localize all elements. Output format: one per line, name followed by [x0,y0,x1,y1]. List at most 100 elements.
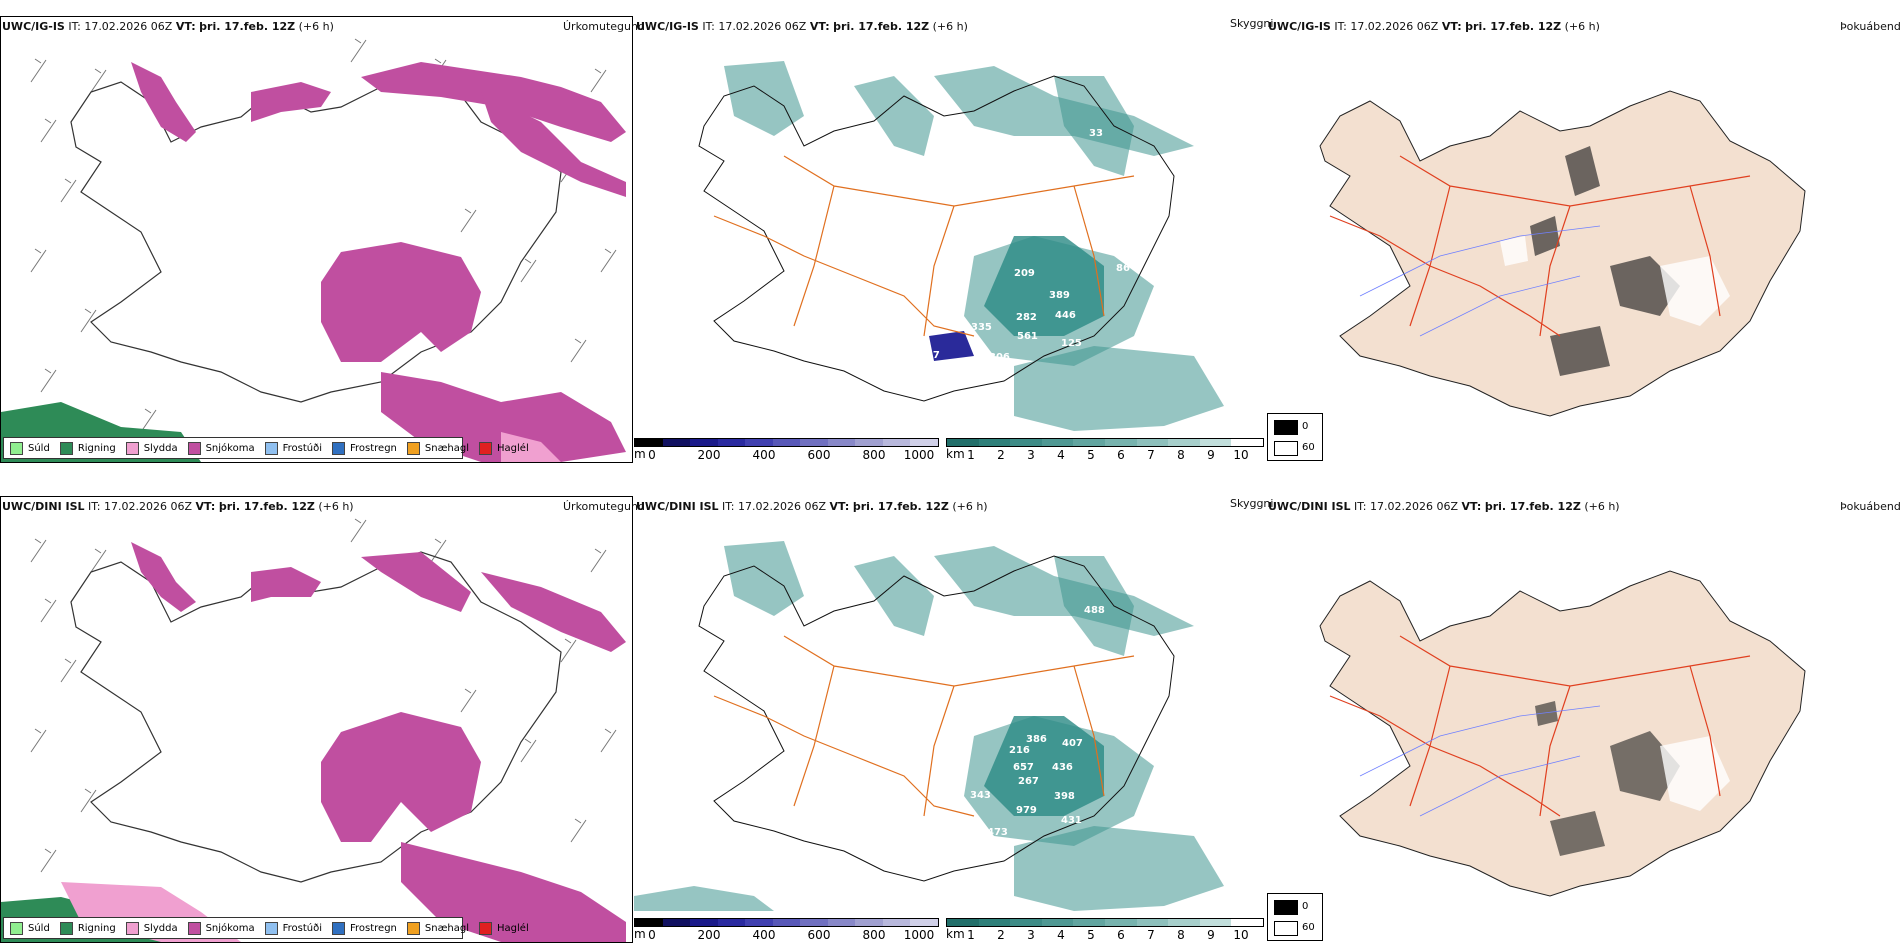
legend-swatch-freezing-drizzle [264,441,278,455]
init-time: IT: 17.02.2026 06Z [1334,20,1439,33]
legend-label: Frostúði [282,442,322,454]
legend-label: Rigning [77,922,116,934]
precip-type-title-2: Úrkomutegund [563,500,645,513]
vis-tick: 10 [1233,448,1249,462]
model-name: UWC/IG-IS [636,20,699,33]
precip-header-2: UWC/DINI ISL IT: 17.02.2026 06Z VT: þri.… [2,500,354,513]
vis-tick: 6 [1117,928,1125,942]
legend-swatch-snow [187,921,201,935]
vis-label: 657 [1013,762,1034,773]
lead-time: (+6 h) [932,20,968,33]
vis-label: 561 [1017,331,1038,342]
vis-colorbar-scale [946,918,1264,927]
vis-tick: 3 [1027,928,1035,942]
init-time: IT: 17.02.2026 06Z [702,20,807,33]
height-tick: 400 [752,448,776,462]
height-tick: 1000 [903,928,935,942]
legend-swatch-rain [59,441,73,455]
height-tick: 600 [807,928,831,942]
vis-tick: 8 [1177,928,1185,942]
vis-tick: 10 [1233,928,1249,942]
vis-label: 398 [1054,791,1075,802]
fog-legend-label: 60 [1302,922,1315,933]
vis-label: 33 [1089,128,1103,139]
vis-label: 431 [1061,815,1082,826]
vis-label: 369 [959,185,980,196]
legend-label: Haglél [497,922,529,934]
vis-label: 306 [989,352,1010,363]
vt-label: VT: [829,500,850,513]
height-tick: 200 [697,928,721,942]
vis-tick: 2 [997,448,1005,462]
legend-swatch-graupel [406,921,420,935]
legend-swatch-hail [479,441,493,455]
legend-swatch-freezing-rain [332,441,345,455]
watershed-lines [1359,225,1601,337]
legend-item: Snjókoma [187,441,255,455]
legend-label: Frostregn [350,922,397,934]
init-time: IT: 17.02.2026 06Z [88,500,193,513]
vt-label: VT: [1441,20,1462,33]
legend-swatch-rain [59,921,73,935]
cloud-type-title-2: Skyggni [1230,497,1274,510]
vis-tick: 9 [1207,928,1215,942]
vis-label: 386 [1026,734,1047,745]
fog-legend-label: 0 [1302,421,1309,432]
height-tick: 0 [648,448,656,462]
vis-label: 467 [919,350,940,361]
cloud-map-2: 488 303 56 386 407 216 657 436 267 343 3… [634,541,1224,911]
model-name: UWC/IG-IS [2,20,65,33]
vis-label: 303 [957,665,978,676]
valid-time: þri. 17.feb. 12Z [199,20,296,33]
vis-tick: 1 [967,928,975,942]
init-time: IT: 17.02.2026 06Z [1354,500,1459,513]
precip-map-frame-1 [0,16,633,463]
cloud-header-2: UWC/DINI ISL IT: 17.02.2026 06Z VT: þri.… [636,500,988,513]
legend-label: Rigning [77,442,116,454]
vis-colorbar-2: km 1 2 3 4 5 6 7 8 9 10 [946,918,1264,942]
legend-label: Snjókoma [205,922,255,934]
vis-colorbar-scale [946,438,1264,447]
cloud-areas [634,541,1224,911]
legend-item: Haglél [479,441,529,455]
legend-label: Frostregn [350,442,397,454]
init-time: IT: 17.02.2026 06Z [722,500,827,513]
height-unit: m [634,447,646,461]
fog-dark-areas [1530,146,1680,376]
vt-label: VT: [1461,500,1482,513]
vis-tick: 7 [1147,448,1155,462]
vis-tick: 7 [1147,928,1155,942]
init-time: IT: 17.02.2026 06Z [68,20,173,33]
vis-label: 267 [1018,776,1039,787]
coastline [698,555,1175,882]
fog-type-title-2: Þokuábendi [1840,500,1900,513]
height-colorbar-scale [634,438,939,447]
fog-legend-label: 60 [1302,442,1315,453]
snow-areas [131,62,626,462]
legend-item: Frostúði [264,441,322,455]
fog-swatch-black [1274,900,1298,915]
height-tick: 400 [752,928,776,942]
vis-labels: 488 303 56 386 407 216 657 436 267 343 3… [906,605,1105,839]
fog-header-2: UWC/DINI ISL IT: 17.02.2026 06Z VT: þri.… [1268,500,1620,513]
lead-time: (+6 h) [298,20,334,33]
legend-label: Snæhagl [424,442,470,454]
vis-tick: 4 [1057,448,1065,462]
fog-light-areas [1660,736,1730,811]
model-name: UWC/DINI ISL [2,500,85,513]
vis-label: 335 [971,322,992,333]
legend-swatch-freezing-rain [332,921,345,935]
height-tick: 0 [648,928,656,942]
vis-label: 86 [1116,263,1130,274]
valid-time: þri. 17.feb. 12Z [833,20,930,33]
legend-item: Frostregn [332,921,397,935]
legend-item: Haglél [479,921,529,935]
precip-map-1 [1,38,626,462]
legend-label: Snjókoma [205,442,255,454]
legend-swatch-graupel [406,441,420,455]
legend-swatch-snow [187,441,201,455]
height-tick: 800 [862,928,886,942]
legend-item: Snæhagl [406,441,470,455]
legend-swatch-freezing-drizzle [264,921,278,935]
legend-item: Slydda [125,441,178,455]
